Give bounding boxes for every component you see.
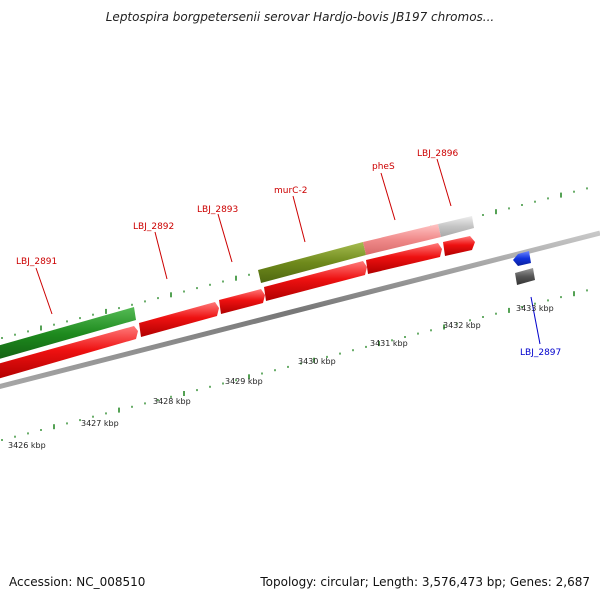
leader-lbj-2896 [436,158,452,207]
leader-lbj-2897 [530,296,541,345]
ruler-label-3426: 3426 kbp [8,441,46,450]
map-title: Leptospira borgpetersenii serovar Hardjo… [105,10,495,24]
cds-arrow-lbj-2891[interactable] [0,326,138,380]
cds-arrow-phes[interactable] [366,243,442,274]
feature-track-cds [0,236,531,380]
cog-bar-lbj-2891[interactable] [0,307,136,361]
gene-leader-lines [35,158,541,345]
ruler-label-3431: 3431 kbp [370,339,408,348]
lower-tick-track [1,289,588,441]
cds-arrow-lbj-2892[interactable] [139,302,219,337]
gene-label-lbj-2892[interactable]: LBJ_2892 [133,222,174,232]
leader-phes [380,172,396,221]
leader-lbj-2893 [217,213,233,263]
leader-murc-2 [292,195,306,243]
ruler-label-3433: 3433 kbp [516,304,554,313]
gene-label-lbj-2891[interactable]: LBJ_2891 [16,257,57,267]
leader-lbj-2891 [35,267,53,315]
ruler-labels: 3426 kbp 3427 kbp 3428 kbp 3429 kbp 3430… [8,304,554,450]
gene-labels: LBJ_2891 LBJ_2892 LBJ_2893 murC-2 pheS L… [16,149,561,358]
cog-bar-phes[interactable] [363,224,441,255]
gene-label-murc-2[interactable]: murC-2 [274,186,307,196]
ruler-label-3429: 3429 kbp [225,377,263,386]
cds-arrow-lbj-2896[interactable] [443,236,475,256]
gene-label-lbj-2896[interactable]: LBJ_2896 [417,149,459,159]
ruler-label-3428: 3428 kbp [153,397,191,406]
cds-arrow-lbj-2893[interactable] [219,289,265,314]
chromosome-backbone [0,230,600,390]
cog-bar-murc-2[interactable] [258,242,366,283]
cds-arrow-murc-2[interactable] [264,261,367,301]
ruler-label-3427: 3427 kbp [81,419,119,428]
accession-text: Accession: NC_008510 [9,575,146,589]
cog-bar-lbj-2897[interactable] [515,268,535,285]
feature-track-cog [0,216,535,361]
topology-text: Topology: circular; Length: 3,576,473 bp… [260,575,590,589]
gene-label-phes[interactable]: pheS [372,162,395,172]
ruler-label-3430: 3430 kbp [298,357,336,366]
ruler-label-3432: 3432 kbp [443,321,481,330]
gene-label-lbj-2897[interactable]: LBJ_2897 [520,348,561,358]
cog-bar-lbj-2896[interactable] [438,216,474,237]
cds-arrow-lbj-2897[interactable] [513,251,531,266]
leader-lbj-2892 [154,231,168,280]
gene-label-lbj-2893[interactable]: LBJ_2893 [197,205,238,215]
